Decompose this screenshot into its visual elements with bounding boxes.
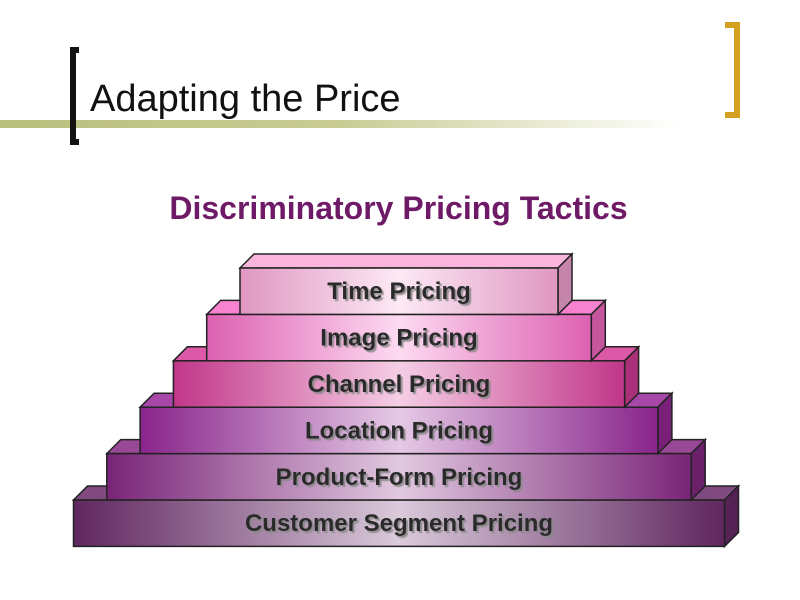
title-underline [0,120,680,128]
step-label: Product-Form Pricing [276,464,523,491]
step-label: Channel Pricing [308,371,491,398]
step-front-face [239,267,559,316]
step-top-face [238,253,574,269]
slide-title: Adapting the Price [90,78,401,120]
step-front-face [172,360,626,408]
pyramid-step: Time Pricing [238,252,574,317]
step-front-face [106,452,692,501]
slide-subtitle: Discriminatory Pricing Tactics [169,190,628,226]
right-bracket [725,22,740,118]
step-front-face [139,406,659,455]
step-label: Image Pricing [320,325,477,352]
left-bracket [70,47,79,145]
step-label: Time Pricing [327,278,471,305]
step-label: Customer Segment Pricing [245,510,553,537]
step-label: Location Pricing [305,417,493,444]
